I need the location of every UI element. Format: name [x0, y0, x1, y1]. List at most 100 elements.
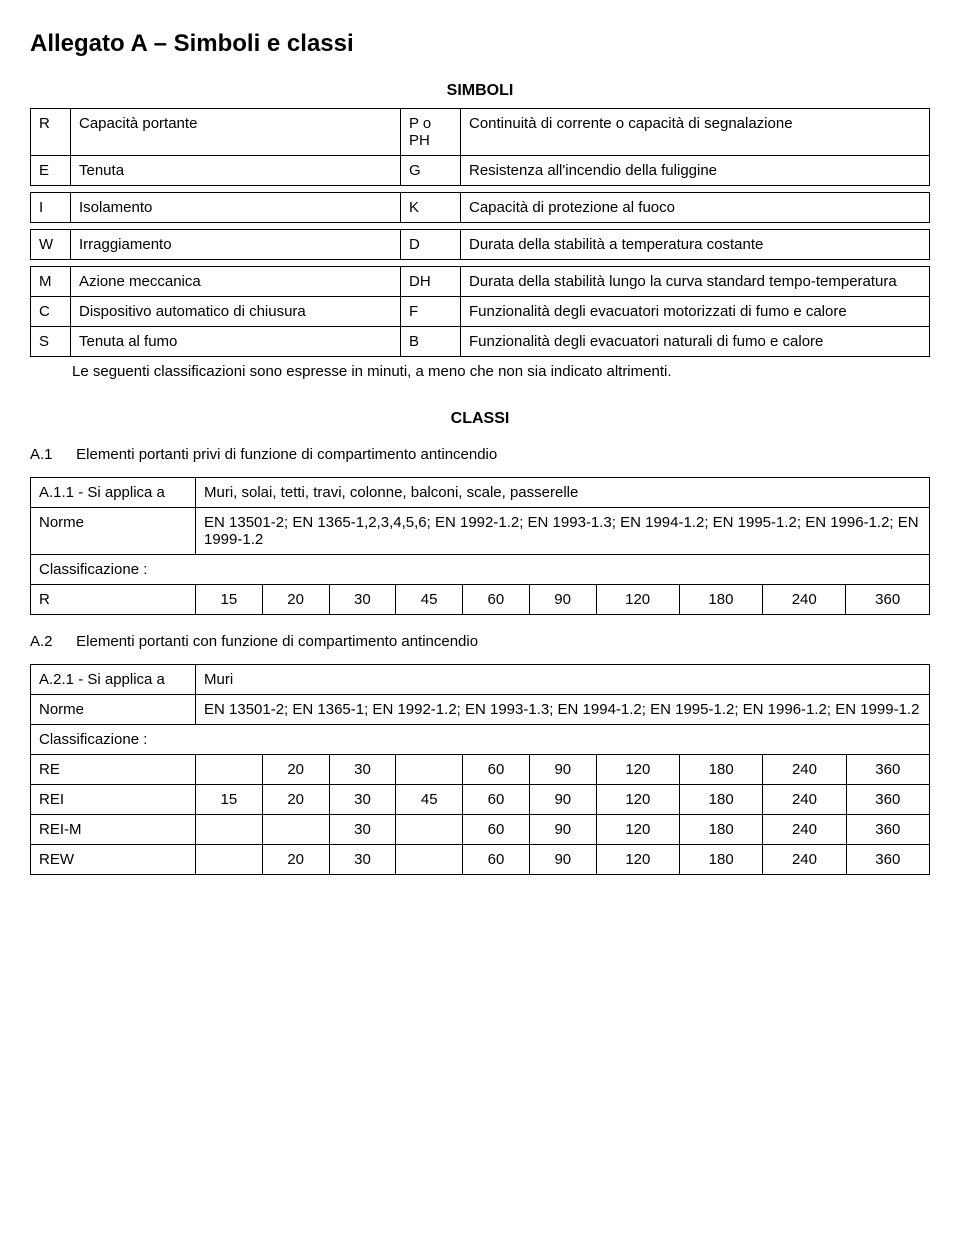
- class-cell: 30: [329, 585, 396, 615]
- section-title: Elementi portanti con funzione di compar…: [76, 633, 478, 650]
- section-num: A.2: [30, 633, 72, 650]
- class-cell: 360: [846, 585, 930, 615]
- class-cell: 120: [596, 755, 679, 785]
- a1-table: A.1.1 - Si applica a Muri, solai, tetti,…: [30, 477, 930, 615]
- class-row: REW 20 30 60 90 120 180 240 360: [31, 845, 930, 875]
- class-cell: [396, 815, 463, 845]
- desc-cell: Isolamento: [71, 193, 401, 223]
- symbol-cell: I: [31, 193, 71, 223]
- class-cell: 20: [262, 755, 329, 785]
- symbol-cell: P o PH: [401, 109, 461, 156]
- class-cell: 30: [329, 845, 396, 875]
- symbol-cell: W: [31, 230, 71, 260]
- norme-label: Norme: [31, 695, 196, 725]
- simboli-row: E Tenuta G Resistenza all'incendio della…: [31, 156, 930, 186]
- norme-value: EN 13501-2; EN 1365-1; EN 1992-1.2; EN 1…: [196, 695, 930, 725]
- desc-cell: Azione meccanica: [71, 267, 401, 297]
- class-cell: 240: [763, 815, 846, 845]
- class-cell: [196, 845, 263, 875]
- class-row: REI-M 30 60 90 120 180 240 360: [31, 815, 930, 845]
- desc-cell: Tenuta: [71, 156, 401, 186]
- page-title: Allegato A – Simboli e classi: [30, 30, 930, 58]
- desc-cell: Continuità di corrente o capacità di seg…: [461, 109, 930, 156]
- class-cell: 15: [196, 585, 263, 615]
- symbol-cell: S: [31, 327, 71, 357]
- class-cell: 240: [763, 785, 846, 815]
- symbol-cell: DH: [401, 267, 461, 297]
- classificazione-label: Classificazione :: [31, 725, 930, 755]
- classificazione-label: Classificazione :: [31, 555, 930, 585]
- class-cell: 360: [846, 815, 929, 845]
- symbol-cell: R: [31, 109, 71, 156]
- class-row-label: REI: [31, 785, 196, 815]
- class-cell: 45: [396, 785, 463, 815]
- class-cell: 180: [680, 815, 763, 845]
- class-cell: 90: [529, 815, 596, 845]
- class-cell: [196, 755, 263, 785]
- class-cell: 30: [329, 785, 396, 815]
- class-cell: 20: [262, 845, 329, 875]
- symbol-cell: M: [31, 267, 71, 297]
- simboli-row: S Tenuta al fumo B Funzionalità degli ev…: [31, 327, 930, 357]
- class-cell: 240: [763, 585, 846, 615]
- class-cell: 180: [680, 845, 763, 875]
- desc-cell: Funzionalità degli evacuatori motorizzat…: [461, 297, 930, 327]
- class-cell: 120: [596, 845, 679, 875]
- class-cell: [262, 815, 329, 845]
- classi-heading: CLASSI: [30, 410, 930, 428]
- symbol-cell: K: [401, 193, 461, 223]
- class-cell: 60: [463, 585, 530, 615]
- class-row-label: RE: [31, 755, 196, 785]
- class-cell: 180: [680, 785, 763, 815]
- simboli-table-2: I Isolamento K Capacità di protezione al…: [30, 192, 930, 223]
- a2-table: A.2.1 - Si applica a Muri Norme EN 13501…: [30, 664, 930, 875]
- symbol-cell: F: [401, 297, 461, 327]
- simboli-row: M Azione meccanica DH Durata della stabi…: [31, 267, 930, 297]
- desc-cell: Durata della stabilità lungo la curva st…: [461, 267, 930, 297]
- class-row: RE 20 30 60 90 120 180 240 360: [31, 755, 930, 785]
- class-cell: 20: [262, 785, 329, 815]
- symbol-cell: G: [401, 156, 461, 186]
- class-cell: 60: [463, 845, 530, 875]
- desc-cell: Resistenza all'incendio della fuliggine: [461, 156, 930, 186]
- norme-label: Norme: [31, 508, 196, 555]
- section-num: A.1: [30, 446, 72, 463]
- simboli-table-3: W Irraggiamento D Durata della stabilità…: [30, 229, 930, 260]
- class-cell: 360: [846, 755, 929, 785]
- applica-label: A.2.1 - Si applica a: [31, 665, 196, 695]
- simboli-row: I Isolamento K Capacità di protezione al…: [31, 193, 930, 223]
- applica-value: Muri: [196, 665, 930, 695]
- class-cell: 240: [763, 845, 846, 875]
- section-title: Elementi portanti privi di funzione di c…: [76, 446, 497, 463]
- symbol-cell: E: [31, 156, 71, 186]
- class-cell: 180: [679, 585, 762, 615]
- class-cell: 360: [846, 785, 929, 815]
- class-cell: 15: [196, 785, 263, 815]
- class-cell: [396, 845, 463, 875]
- simboli-table-4: M Azione meccanica DH Durata della stabi…: [30, 266, 930, 357]
- class-cell: 360: [846, 845, 929, 875]
- desc-cell: Funzionalità degli evacuatori naturali d…: [461, 327, 930, 357]
- class-cell: 120: [596, 785, 679, 815]
- class-row: R 15 20 30 45 60 90 120 180 240 360: [31, 585, 930, 615]
- desc-cell: Durata della stabilità a temperatura cos…: [461, 230, 930, 260]
- symbol-cell: C: [31, 297, 71, 327]
- class-cell: [396, 755, 463, 785]
- applica-value: Muri, solai, tetti, travi, colonne, balc…: [196, 478, 930, 508]
- applica-label: A.1.1 - Si applica a: [31, 478, 196, 508]
- class-cell: 120: [596, 585, 679, 615]
- class-cell: 90: [529, 785, 596, 815]
- class-cell: 90: [529, 845, 596, 875]
- class-cell: 20: [262, 585, 329, 615]
- class-cell: 120: [596, 815, 679, 845]
- norme-value: EN 13501-2; EN 1365-1,2,3,4,5,6; EN 1992…: [196, 508, 930, 555]
- desc-cell: Capacità di protezione al fuoco: [461, 193, 930, 223]
- desc-cell: Tenuta al fumo: [71, 327, 401, 357]
- simboli-note: Le seguenti classificazioni sono espress…: [72, 363, 930, 380]
- class-cell: 90: [529, 755, 596, 785]
- class-cell: 60: [463, 785, 530, 815]
- class-row-label: REI-M: [31, 815, 196, 845]
- symbol-cell: D: [401, 230, 461, 260]
- class-cell: 60: [463, 815, 530, 845]
- simboli-row: W Irraggiamento D Durata della stabilità…: [31, 230, 930, 260]
